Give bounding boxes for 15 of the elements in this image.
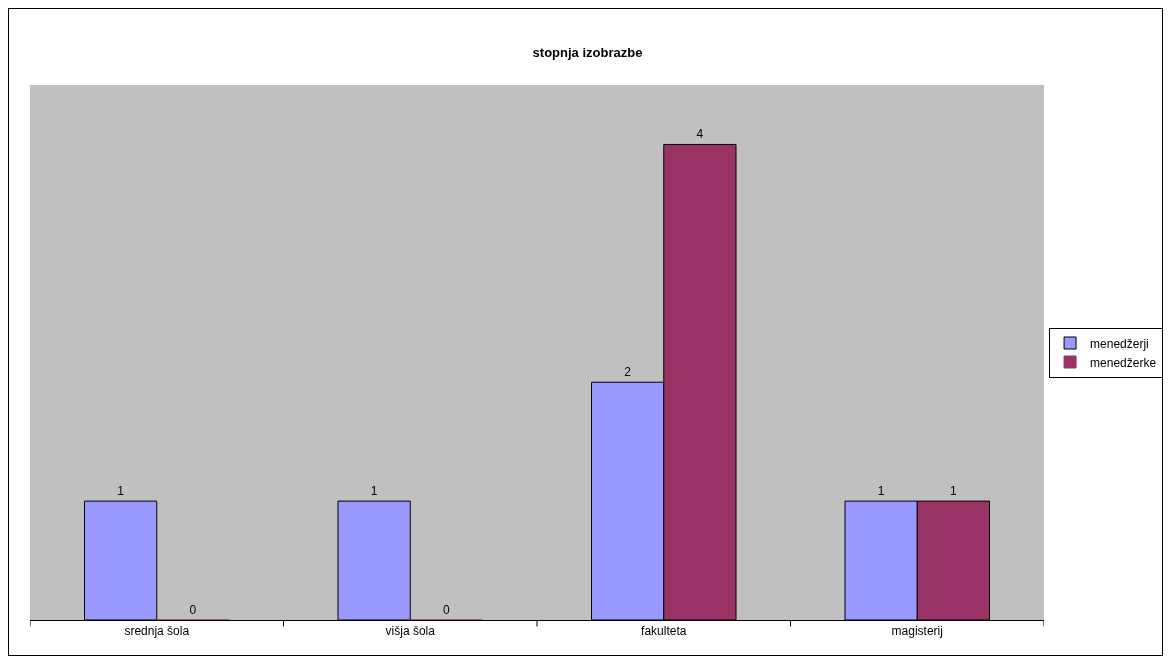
data-label: 0 xyxy=(189,603,197,617)
legend-label: menedžerji xyxy=(1090,336,1149,351)
data-label: 1 xyxy=(877,484,885,499)
chart-title: stopnja izobrazbe xyxy=(532,44,643,60)
legend-label: menedžerke xyxy=(1090,355,1157,370)
x-tick-label: fakulteta xyxy=(641,624,687,639)
data-label: 4 xyxy=(696,127,704,142)
x-tick-label: srednja šola xyxy=(124,624,190,639)
data-label: 2 xyxy=(624,365,632,380)
x-tick-label: magisterij xyxy=(891,624,943,639)
data-label: 1 xyxy=(117,484,125,499)
data-label: 1 xyxy=(370,484,378,499)
x-tick-label: višja šola xyxy=(385,624,436,639)
data-label: 0 xyxy=(442,603,450,617)
data-label: 1 xyxy=(949,484,957,499)
